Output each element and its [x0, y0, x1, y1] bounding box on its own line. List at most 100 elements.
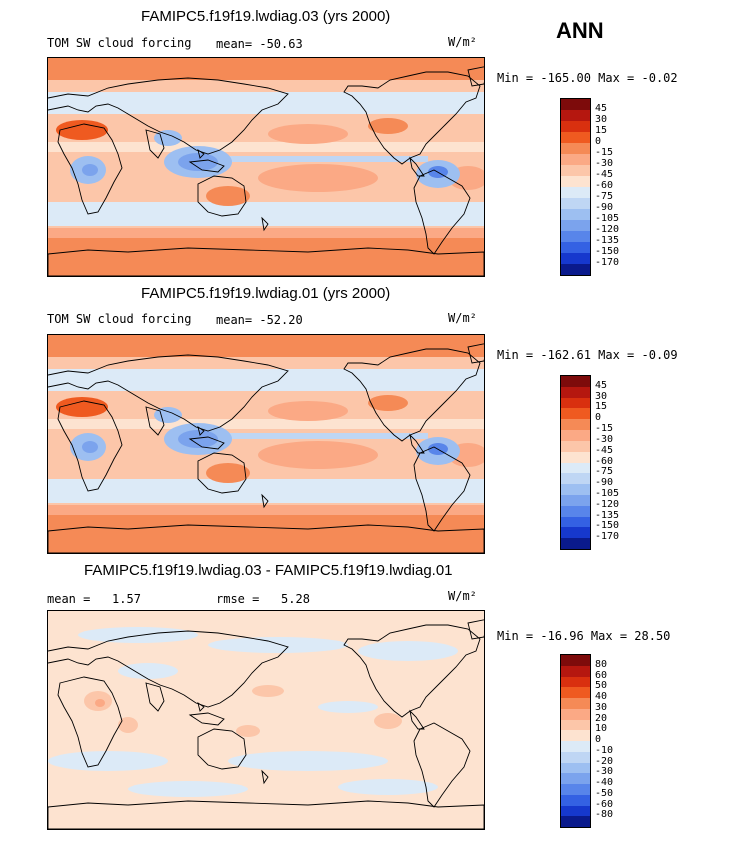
panel3-coastline	[197, 701, 205, 712]
panel2-field-region	[82, 441, 98, 453]
panel2-field-region	[178, 430, 218, 448]
panel3-rmse: rmse = 5.28	[216, 592, 310, 606]
panel2-colorbar-tick-label: -60	[595, 455, 614, 467]
panel3-field-region	[252, 685, 284, 697]
panel3-field-region	[118, 717, 138, 733]
panel2-field-band	[48, 369, 484, 391]
panel2-title: FAMIPC5.f19f19.lwdiag.01 (yrs 2000)	[141, 285, 391, 302]
panel3-colorbar-swatch	[561, 816, 590, 827]
panel3-colorbar-swatch	[561, 805, 590, 817]
panel3-coastline	[413, 722, 471, 808]
panel2-colorbar-swatch	[561, 538, 590, 549]
panel2-mean-label: mean=	[216, 313, 253, 327]
panel3-colorbar-tick-label: 50	[595, 680, 608, 692]
panel3-minmax: Min = -16.96 Max = 28.50	[497, 629, 671, 643]
panel2-colorbar-swatch	[561, 473, 590, 485]
panel3-colorbar-swatch	[561, 708, 590, 720]
panel2-colorbar-swatch	[561, 386, 590, 398]
panel3-colorbar-swatch	[561, 784, 590, 795]
panel3-field-region	[228, 751, 388, 771]
panel2-colorbar-swatch	[561, 430, 590, 441]
panel1-mean-value: -50.63	[259, 37, 303, 51]
panel3-colorbar-tick-label: -30	[595, 766, 614, 778]
panel3-field-region	[78, 627, 198, 643]
panel2-coastline	[145, 406, 165, 436]
panel3-colorbar-tick-label: 0	[595, 734, 602, 745]
panel2-colorbar	[560, 375, 591, 550]
panel2-field-region	[368, 395, 408, 411]
panel1-field-band	[48, 92, 484, 114]
panel3-coastline	[467, 619, 484, 640]
panel2-colorbar-tick-label: -105	[595, 487, 620, 499]
panel1-coastline	[188, 159, 225, 173]
panel1-title: FAMIPC5.f19f19.lwdiag.03 (yrs 2000)	[141, 8, 391, 25]
panel2-field-band	[228, 433, 428, 439]
panel1-colorbar-swatch	[561, 231, 590, 242]
panel2-mean-value: -52.20	[259, 313, 303, 327]
panel2-colorbar-tick-label: 0	[595, 412, 602, 424]
panel2-colorbar-swatch	[561, 408, 590, 420]
panel2-colorbar-tick-label: -135	[595, 509, 620, 521]
panel3-map	[47, 610, 485, 830]
panel2-field-band	[48, 505, 484, 515]
panel3-colorbar-swatch	[561, 730, 590, 741]
panel3-field-region	[128, 781, 248, 797]
panel1-colorbar-swatch	[561, 99, 590, 110]
panel3-colorbar-tick-label: -40	[595, 777, 614, 788]
panel1-coastline	[48, 247, 484, 276]
panel2-colorbar-swatch	[561, 376, 590, 387]
panel1-coastline	[197, 175, 247, 217]
panel1-colorbar-swatch	[561, 187, 590, 198]
panel1-field-region	[56, 120, 108, 140]
panel1-colorbar-tick-label: -105	[595, 213, 620, 224]
panel2-field-region	[268, 401, 348, 421]
panel3-colorbar-swatch	[561, 751, 590, 763]
panel2-coastline	[467, 343, 484, 364]
panel3-colorbar-tick-label: 60	[595, 669, 608, 681]
panel2-field-region	[206, 463, 250, 483]
panel1-colorbar-swatch	[561, 242, 590, 253]
panel2-colorbar-tick-label: -170	[595, 531, 620, 543]
panel1-variable: TOM SW cloud forcing	[47, 36, 192, 50]
panel2-colorbar-swatch	[561, 516, 590, 528]
panel3-colorbar-labels: 80 60 50 40 30 20 10 0 -10 -20 -30 -40 -50 -60 -80	[595, 654, 655, 826]
panel1-coastline	[261, 216, 269, 232]
panel3-colorbar-tick-label: 20	[595, 712, 608, 724]
panel2-field-band	[48, 419, 484, 429]
panel3-colorbar-tick-label: -60	[595, 798, 614, 810]
panel1-coastline	[467, 66, 484, 87]
panel1-field-region	[154, 130, 182, 146]
panel3-coastline	[409, 709, 425, 730]
panel1-colorbar-tick-label: -150	[595, 246, 620, 257]
panel1-coastline	[197, 148, 205, 159]
panel1-colorbar-swatch	[561, 165, 590, 176]
panel3-colorbar-swatch	[561, 676, 590, 688]
panel1-coastline	[343, 71, 481, 165]
panel3-coastline	[197, 728, 247, 770]
panel1-field-region	[206, 186, 250, 206]
panel1-field-band	[48, 228, 484, 238]
panel3-colorbar-tick-label: -20	[595, 755, 614, 767]
panel2-colorbar-swatch	[561, 397, 590, 409]
panel2-colorbar-tick-label: -150	[595, 520, 620, 532]
panel3-coastline	[343, 624, 481, 718]
panel3-colorbar-tick-label: -80	[595, 809, 614, 821]
panel1-map	[47, 57, 485, 277]
panel3-colorbar-swatch	[561, 794, 590, 806]
panel3-colorbar-tick-label: 80	[595, 658, 608, 670]
panel1-colorbar-swatch	[561, 209, 590, 220]
panel3-colorbar-swatch	[561, 665, 590, 677]
panel2-coastline	[57, 400, 123, 492]
panel2-mean: mean= -52.20	[216, 313, 303, 327]
panel1-units: W/m²	[448, 35, 477, 49]
panel1-colorbar-tick-label: 15	[595, 125, 608, 136]
panel1-colorbar-tick-label: -15	[595, 147, 614, 158]
panel1-coastline	[413, 169, 471, 255]
panel1-colorbar-swatch	[561, 132, 590, 143]
panel1-field-region	[178, 153, 218, 171]
panel1-colorbar-tick-label: 30	[595, 114, 608, 125]
panel3-coastline	[261, 769, 269, 785]
panel1-colorbar-tick-label: -170	[595, 257, 620, 268]
panel3-coastline	[188, 712, 225, 726]
panel2-coastline	[343, 348, 481, 442]
